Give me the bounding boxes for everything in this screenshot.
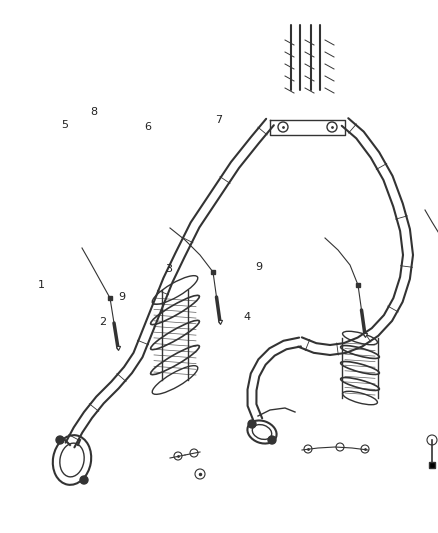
Text: 3: 3 xyxy=(165,264,172,274)
Text: 8: 8 xyxy=(91,107,98,117)
Text: 9: 9 xyxy=(255,262,262,271)
Text: 7: 7 xyxy=(215,115,223,125)
Text: 1: 1 xyxy=(38,280,45,290)
Text: 9: 9 xyxy=(118,293,125,302)
Circle shape xyxy=(80,476,88,484)
Text: 6: 6 xyxy=(145,122,152,132)
Text: 5: 5 xyxy=(61,120,68,130)
Circle shape xyxy=(268,436,276,444)
Text: 4: 4 xyxy=(244,312,251,322)
Text: 2: 2 xyxy=(99,318,106,327)
Circle shape xyxy=(56,436,64,444)
Circle shape xyxy=(248,420,256,428)
